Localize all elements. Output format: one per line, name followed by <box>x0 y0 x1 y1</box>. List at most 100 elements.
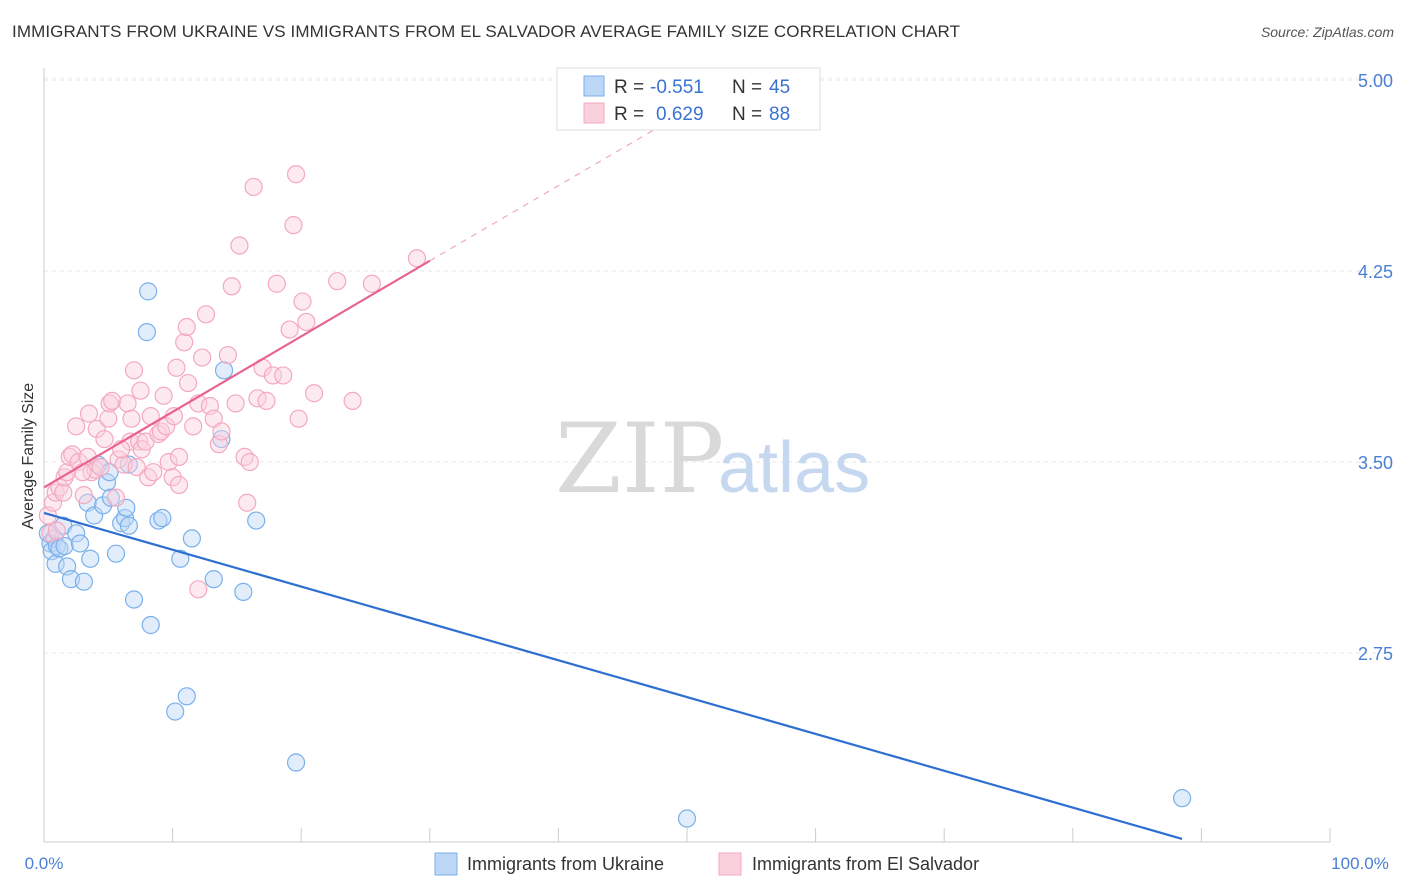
data-point <box>184 417 203 436</box>
y-axis-label: Average Family Size <box>20 383 37 530</box>
data-point <box>222 277 241 296</box>
legend-n-value-ukraine: 45 <box>769 77 790 98</box>
data-point <box>177 687 196 706</box>
data-point <box>87 419 106 438</box>
data-point <box>54 483 73 502</box>
trend-lines <box>43 110 1183 840</box>
legend-r-label-ukraine: R = <box>614 77 644 98</box>
data-point <box>141 615 160 635</box>
data-point <box>163 468 182 487</box>
data-point <box>240 452 259 472</box>
data-point <box>289 409 308 428</box>
data-point <box>67 417 86 436</box>
data-point <box>154 386 173 405</box>
data-point <box>50 539 69 558</box>
data-point <box>127 457 146 477</box>
data-point <box>230 236 249 255</box>
x-tick-label-min: 0.0% <box>25 854 64 873</box>
data-point <box>99 409 118 428</box>
data-point <box>151 422 171 441</box>
data-point <box>235 447 254 467</box>
data-point <box>70 534 90 553</box>
trend-line-salvador-extension <box>429 110 688 262</box>
data-point <box>137 323 156 342</box>
data-point <box>169 475 189 495</box>
bottom-legend-label-ukraine: Immigrants from Ukraine <box>467 854 664 874</box>
legend-r-value-salvador: 0.629 <box>656 104 704 125</box>
data-point <box>95 429 114 449</box>
data-point <box>362 274 382 293</box>
data-point <box>212 429 231 449</box>
legend-n-label-ukraine: N = <box>732 77 762 98</box>
data-point <box>182 529 201 548</box>
data-point <box>257 391 276 410</box>
legend-r-value-ukraine: -0.551 <box>650 77 704 98</box>
data-point <box>159 452 178 472</box>
trend-line-salvador <box>43 259 431 489</box>
legend-swatch-ukraine <box>583 75 605 97</box>
data-point <box>1173 789 1192 808</box>
data-point <box>144 463 163 482</box>
data-point <box>85 506 104 525</box>
data-point <box>46 554 65 573</box>
bottom-legend-swatch-salvador <box>718 852 742 876</box>
data-point <box>286 165 306 184</box>
data-point <box>157 417 176 436</box>
trend-line-ukraine <box>43 511 1183 840</box>
data-point <box>177 317 196 337</box>
data-point <box>100 394 119 413</box>
chart-title: IMMIGRANTS FROM UKRAINE VS IMMIGRANTS FR… <box>12 22 961 41</box>
data-point <box>100 463 119 482</box>
data-point <box>118 394 137 413</box>
data-point <box>218 345 237 365</box>
y-tick-label: 3.50 <box>1358 453 1393 473</box>
data-point <box>304 384 324 403</box>
data-point <box>101 488 120 507</box>
data-point <box>149 424 168 444</box>
data-point <box>153 508 172 528</box>
data-point <box>247 511 266 530</box>
series-salvador-points <box>38 165 427 599</box>
data-point <box>91 457 110 477</box>
data-point <box>284 216 303 235</box>
data-point <box>124 590 144 609</box>
data-point <box>407 249 427 268</box>
data-point <box>226 394 245 413</box>
stats-legend: R = -0.551 N = 45 R = 0.629 N = 88 <box>556 67 821 131</box>
data-point <box>234 582 253 601</box>
data-point <box>171 549 190 568</box>
data-point <box>139 282 158 301</box>
data-point <box>167 358 186 377</box>
series-ukraine-points <box>38 282 1192 828</box>
data-point <box>214 361 234 380</box>
data-point <box>178 373 198 393</box>
y-tick-label: 5.00 <box>1358 71 1393 91</box>
data-point <box>60 447 79 467</box>
data-point <box>175 333 194 352</box>
x-tick-label-max: 100.0% <box>1331 854 1389 873</box>
data-point <box>73 463 92 482</box>
watermark-atlas: atlas <box>718 428 870 508</box>
data-point <box>274 366 293 385</box>
data-point <box>124 361 144 380</box>
data-point <box>119 516 138 535</box>
data-point <box>297 312 316 332</box>
watermark: ZIP atlas <box>555 403 870 515</box>
data-point <box>47 521 66 540</box>
data-point <box>131 381 150 400</box>
data-point <box>74 486 93 505</box>
legend-swatch-salvador <box>583 102 605 124</box>
data-point <box>263 366 283 385</box>
data-point <box>238 493 257 512</box>
data-point <box>280 320 299 339</box>
y-tick-label: 2.75 <box>1358 644 1393 664</box>
x-ticks <box>43 828 1331 842</box>
y-tick-label: 4.25 <box>1358 262 1393 282</box>
data-point <box>204 570 223 589</box>
data-point <box>106 544 126 563</box>
legend-r-label-salvador: R = <box>614 104 644 125</box>
data-point <box>193 348 212 367</box>
legend-n-value-salvador: 88 <box>769 104 790 125</box>
data-point <box>79 404 99 423</box>
